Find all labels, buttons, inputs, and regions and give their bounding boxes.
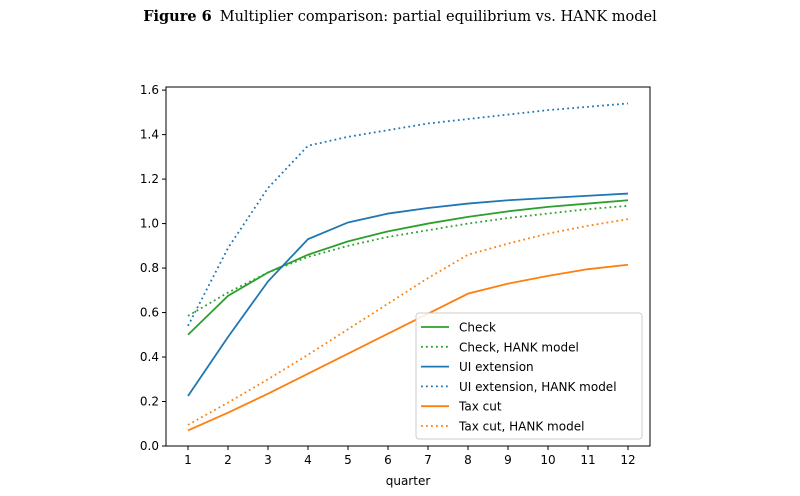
x-tick-label: 10 [540,453,555,467]
x-tick-label: 3 [264,453,272,467]
x-tick-label: 4 [304,453,312,467]
x-tick-label: 5 [344,453,352,467]
series-line-1 [187,204,629,317]
y-tick-label: 1.6 [140,83,159,97]
y-tick-label: 0.4 [140,350,159,364]
x-tick-label: 12 [620,453,635,467]
x-axis-label: quarter [386,474,431,488]
y-tick-label: 0.8 [140,261,159,275]
y-tick-label: 1.0 [140,217,159,231]
legend-box [415,312,643,440]
x-tick-label: 6 [384,453,392,467]
x-tick-label: 8 [464,453,472,467]
y-tick-label: 0.2 [140,395,159,409]
legend: Check Check, HANK model UI extension UI ext… [415,312,643,440]
y-tick-label: 1.4 [140,128,159,142]
x-tick-label: 1 [184,453,192,467]
legend-entry: Check [459,321,496,335]
legend-entry: UI extension [459,360,534,374]
series-line-4 [187,263,629,432]
series-line-2 [187,192,629,397]
figure-caption: Multiplier comparison: partial equilibri… [219,9,657,25]
y-tick-label: 0.6 [140,306,159,320]
legend-entry: Tax cut [458,400,502,414]
figure-title: Figure 6 Multiplier comparison: partial e… [0,8,800,25]
x-tick-label: 11 [580,453,595,467]
legend-entry: UI extension, HANK model [459,380,617,394]
y-tick-label: 0.0 [140,439,159,453]
figure-label: Figure 6 [143,8,212,25]
legend-entry: Tax cut, HANK model [458,420,584,434]
series-line-3 [187,102,629,327]
x-tick-label: 9 [504,453,512,467]
x-tick-label: 2 [224,453,232,467]
series-line-0 [187,199,629,336]
legend-entry: Check, HANK model [459,340,579,354]
x-tick-label: 7 [424,453,432,467]
axes-frame [165,86,651,447]
y-tick-label: 1.2 [140,172,159,186]
